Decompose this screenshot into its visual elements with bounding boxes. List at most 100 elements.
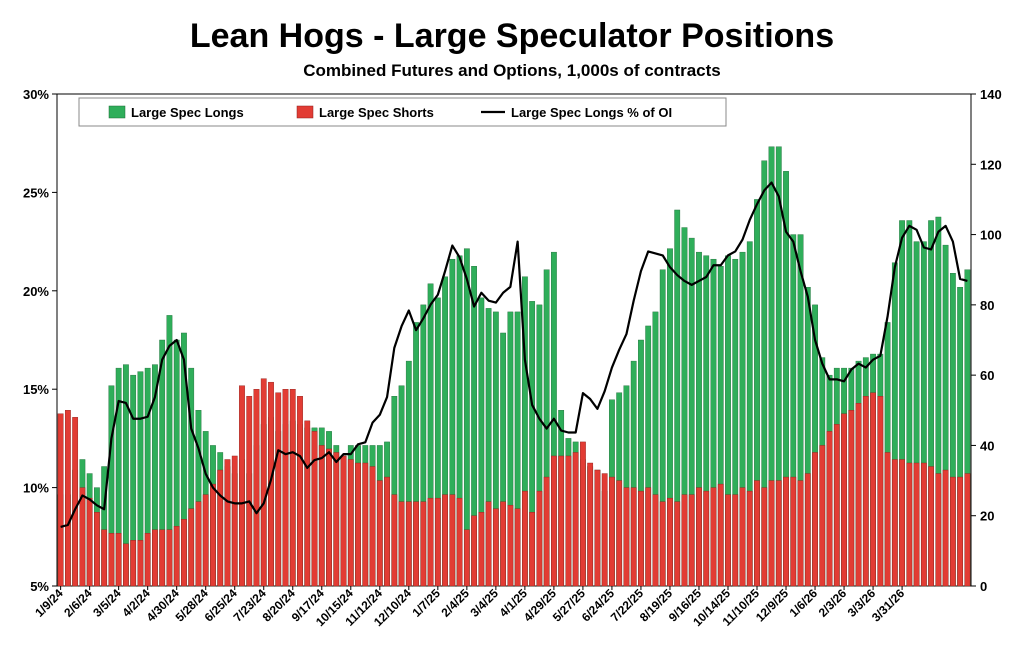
shorts-bar: [123, 543, 129, 587]
shorts-bar: [166, 529, 173, 587]
shorts-bar: [630, 487, 637, 587]
shorts-bar: [551, 455, 557, 587]
shorts-bar: [492, 508, 499, 587]
right-axis-label: 20: [980, 509, 994, 524]
shorts-bar: [957, 476, 964, 587]
shorts-bar: [804, 473, 811, 587]
left-axis: 5% 10% 15% 20% 25% 30%: [23, 87, 57, 594]
shorts-bar: [899, 459, 905, 587]
legend-label-line: Large Spec Longs % of OI: [511, 105, 672, 120]
shorts-bar: [224, 459, 231, 587]
shorts-bar: [949, 476, 956, 587]
x-axis-label: 2/6/24: [61, 586, 95, 620]
shorts-bar: [442, 494, 448, 587]
shorts-bar: [754, 480, 760, 587]
shorts-bar: [891, 459, 898, 587]
shorts-bar: [72, 417, 79, 587]
shorts-bar: [659, 501, 666, 587]
shorts-bar: [398, 501, 405, 587]
plot-area: [56, 93, 972, 587]
left-axis-label: 5%: [30, 579, 49, 594]
shorts-bar: [478, 512, 485, 587]
shorts-bar: [434, 497, 441, 587]
shorts-bar: [710, 487, 717, 587]
shorts-bar: [427, 497, 434, 587]
shorts-bar: [739, 487, 746, 587]
shorts-bar: [913, 462, 920, 587]
shorts-bar: [130, 540, 137, 587]
shorts-bar: [260, 378, 267, 587]
legend-label-longs: Large Spec Longs: [131, 105, 244, 120]
shorts-bar: [841, 413, 847, 587]
shorts-bar: [862, 396, 869, 587]
shorts-bar: [877, 396, 884, 587]
shorts-bars: [57, 378, 971, 587]
shorts-bar: [667, 497, 673, 587]
x-axis-label: 3/4/25: [467, 586, 501, 620]
shorts-bar: [638, 490, 644, 587]
shorts-bar: [362, 462, 369, 587]
shorts-bar: [565, 455, 572, 587]
shorts-bar: [173, 526, 180, 587]
shorts-bar: [797, 480, 804, 587]
left-axis-label: 25%: [23, 185, 49, 200]
shorts-bar: [449, 494, 456, 587]
shorts-bar: [57, 413, 64, 587]
shorts-bar: [681, 494, 688, 587]
shorts-bar: [188, 508, 195, 587]
shorts-bar: [297, 396, 303, 587]
x-axis-label: 1/7/25: [409, 586, 443, 620]
shorts-bar: [318, 445, 325, 587]
right-axis-label: 0: [980, 579, 987, 594]
shorts-bar: [152, 529, 158, 587]
shorts-bar: [783, 476, 789, 587]
shorts-bar: [609, 476, 615, 587]
shorts-bar: [906, 462, 913, 587]
shorts-bar: [775, 480, 782, 587]
shorts-bar: [529, 512, 536, 587]
shorts-bar: [159, 529, 166, 587]
shorts-bar: [594, 469, 601, 587]
shorts-bar: [587, 462, 594, 587]
shorts-bar: [688, 494, 695, 587]
shorts-bar: [536, 490, 543, 587]
right-axis-label: 100: [980, 228, 1002, 243]
shorts-bar: [79, 487, 86, 587]
shorts-bar: [333, 452, 340, 587]
shorts-bar: [725, 494, 731, 587]
shorts-bar: [94, 512, 100, 587]
shorts-bar: [64, 410, 71, 587]
chart-title: Lean Hogs - Large Speculator Positions: [190, 17, 834, 55]
shorts-bar: [181, 519, 187, 587]
shorts-bar: [645, 487, 652, 587]
shorts-bar: [239, 385, 245, 587]
shorts-bar: [86, 497, 93, 587]
shorts-bar: [311, 431, 318, 587]
right-axis-label: 60: [980, 368, 994, 383]
shorts-bar: [942, 469, 949, 587]
shorts-bar: [195, 501, 202, 587]
shorts-bar: [275, 392, 282, 587]
pct-of-oi-line-layer: [60, 181, 968, 529]
shorts-bar: [812, 452, 818, 587]
shorts-bar: [347, 459, 354, 587]
shorts-bar: [833, 424, 840, 587]
legend-label-shorts: Large Spec Shorts: [319, 105, 434, 120]
left-axis-label: 15%: [23, 382, 49, 397]
shorts-bar: [202, 494, 209, 587]
shorts-bar: [826, 431, 833, 587]
shorts-bar: [623, 487, 630, 587]
shorts-bar: [369, 466, 376, 587]
shorts-bar: [580, 441, 586, 587]
shorts-bar: [326, 448, 332, 587]
left-axis-label: 30%: [23, 87, 49, 102]
shorts-bar: [304, 420, 311, 587]
shorts-bar: [253, 389, 260, 587]
legend-box: [78, 97, 727, 127]
shorts-bar: [144, 533, 151, 587]
shorts-bar: [920, 462, 927, 587]
shorts-bar: [558, 455, 565, 587]
shorts-bar: [456, 497, 463, 587]
shorts-bar: [928, 466, 934, 587]
